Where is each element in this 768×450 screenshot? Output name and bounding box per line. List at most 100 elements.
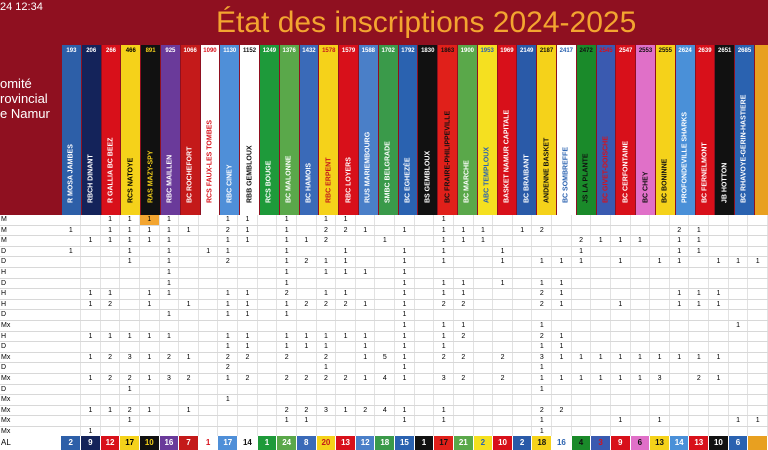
table-cell	[532, 246, 553, 257]
table-cell: 1	[395, 310, 415, 320]
table-cell	[729, 363, 749, 373]
table-cell: 1	[297, 331, 317, 342]
table-cell	[140, 257, 160, 267]
table-cell	[552, 395, 572, 405]
table-cell	[81, 416, 101, 426]
table-cell	[120, 289, 140, 299]
table-cell	[160, 342, 180, 352]
table-cell	[140, 246, 160, 257]
club-name: RBC MAILLEN	[166, 154, 174, 203]
table-cell	[689, 310, 710, 320]
table-cell: 1	[218, 342, 239, 352]
table-cell	[101, 310, 121, 320]
table-cell	[297, 225, 317, 236]
table-cell	[532, 236, 553, 246]
table-cell	[709, 416, 729, 426]
table-cell	[454, 405, 474, 416]
table-cell	[650, 395, 670, 405]
table-cell	[297, 363, 317, 373]
table-cell: 1	[160, 246, 180, 257]
table-cell: 1	[454, 289, 474, 299]
table-cell: 2	[336, 374, 356, 384]
table-cell	[748, 310, 768, 320]
table-cell	[670, 268, 690, 278]
table-cell	[513, 374, 533, 384]
table-cell	[591, 342, 611, 352]
row-label: H	[1, 269, 7, 276]
table-cell	[258, 342, 278, 352]
club-name: BC GIVET-DOISCHE	[602, 136, 610, 203]
table-cell	[689, 405, 710, 416]
table-cell	[513, 299, 533, 310]
table-cell: 1	[748, 257, 768, 267]
club-header: JB HOTTON	[715, 57, 736, 215]
table-cell	[729, 310, 749, 320]
table-cell: 1	[631, 352, 651, 363]
table-cell	[748, 246, 768, 257]
table-cell	[160, 321, 180, 331]
table-cell	[729, 395, 749, 405]
table-cell: 1	[297, 416, 317, 426]
table-cell	[61, 331, 82, 342]
table-cell	[199, 331, 219, 342]
table-cell	[552, 246, 572, 257]
table-cell: 2	[532, 299, 553, 310]
table-cell	[572, 225, 592, 236]
club-total: 4	[571, 436, 592, 450]
table-cell	[317, 278, 337, 289]
table-cell: 1	[160, 310, 180, 320]
club-header: BS GEMBLOUX	[418, 57, 439, 215]
table-cell	[297, 289, 317, 299]
table-cell	[650, 268, 670, 278]
table-cell	[552, 215, 572, 225]
table-cell: 1	[140, 405, 160, 416]
row-label: D	[1, 385, 7, 393]
table-cell: 1	[238, 331, 258, 342]
club-header: BC MALONNE	[279, 57, 300, 215]
table-cell	[356, 278, 376, 289]
table-cell	[415, 395, 435, 405]
table-cell	[179, 363, 199, 373]
table-cell	[454, 342, 474, 352]
club-header: RUS MARIEMBOURG	[358, 57, 379, 215]
table-cell: 1	[748, 416, 768, 426]
table-cell	[611, 321, 631, 331]
club-name: BC RHAVOYE-GERIN-HASTIERE	[740, 94, 748, 203]
table-cell	[356, 236, 376, 246]
table-cell	[513, 321, 533, 331]
club-total: 21	[453, 436, 474, 450]
table-cell: 1	[238, 289, 258, 299]
total-label: AL	[1, 438, 11, 447]
club-code: 2547	[616, 45, 637, 57]
club-code: 1579	[339, 45, 359, 57]
table-cell	[140, 268, 160, 278]
table-cell	[709, 225, 729, 236]
table-cell: 2	[454, 352, 474, 363]
table-cell	[611, 215, 631, 225]
table-cell	[140, 321, 160, 331]
club-header: RBC LOYERS	[339, 57, 359, 215]
table-cell	[532, 310, 553, 320]
table-cell: 1	[140, 352, 160, 363]
table-cell	[395, 236, 415, 246]
table-cell	[474, 321, 494, 331]
table-cell	[631, 310, 651, 320]
table-cell	[375, 268, 396, 278]
table-cell	[454, 416, 474, 426]
table-cell: 1	[611, 299, 631, 310]
table-cell	[258, 374, 278, 384]
table-cell	[650, 299, 670, 310]
table-cell: 1	[120, 416, 140, 426]
table-cell	[297, 278, 317, 289]
club-name: PROFONDEVILLE SHARKS	[681, 111, 689, 203]
table-cell	[513, 246, 533, 257]
table-cell: 1	[218, 374, 239, 384]
table-cell: 1	[552, 331, 572, 342]
table-cell	[218, 416, 239, 426]
table-cell: 1	[81, 289, 101, 299]
table-cell	[748, 321, 768, 331]
club-code: 2149	[517, 45, 538, 57]
table-cell	[650, 225, 670, 236]
table-cell	[493, 363, 513, 373]
